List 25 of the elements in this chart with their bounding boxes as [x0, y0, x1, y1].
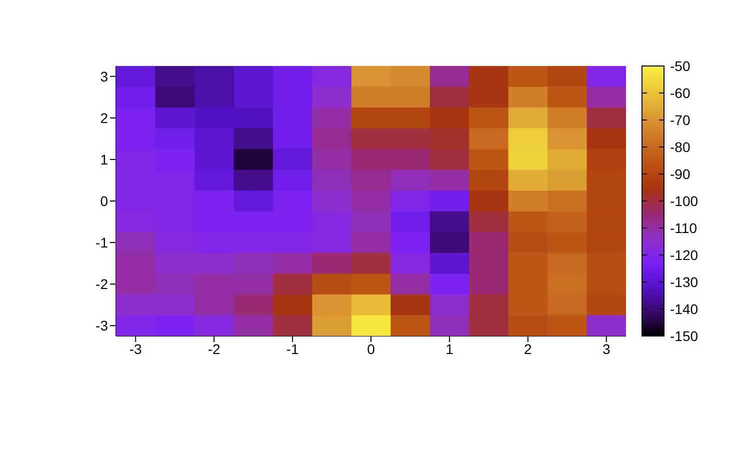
color-bar-label: -150: [670, 328, 698, 344]
x-tick-label: 0: [367, 340, 376, 357]
y-tick-label: -1: [96, 234, 108, 251]
color-bar-label: -100: [670, 192, 698, 209]
color-bar-label: -130: [670, 274, 698, 290]
y-tick-label: -3: [96, 318, 108, 334]
color-bar-label: -120: [670, 246, 698, 263]
x-tick-label: 3: [602, 340, 610, 357]
y-tick-label: -2: [96, 276, 108, 292]
x-tick-label: -1: [286, 340, 299, 357]
x-tick-label: 1: [446, 340, 454, 357]
color-bar-label: -50: [670, 58, 690, 74]
y-tick-label: 3: [100, 68, 108, 84]
x-tick-label: 2: [524, 340, 532, 357]
x-tick-label: -2: [208, 340, 221, 357]
color-bar-label: -90: [670, 166, 690, 182]
y-tick-label: 0: [100, 192, 108, 209]
x-tick-label: -3: [129, 340, 142, 357]
color-bar-label: -140: [670, 300, 698, 317]
color-bar-label: -80: [670, 138, 690, 155]
y-tick-label: 2: [100, 110, 108, 126]
y-tick-label: 1: [100, 151, 108, 168]
color-bar-label: -60: [670, 84, 690, 101]
color-bar-label: -70: [670, 112, 690, 128]
color-bar-label: -110: [670, 220, 698, 236]
